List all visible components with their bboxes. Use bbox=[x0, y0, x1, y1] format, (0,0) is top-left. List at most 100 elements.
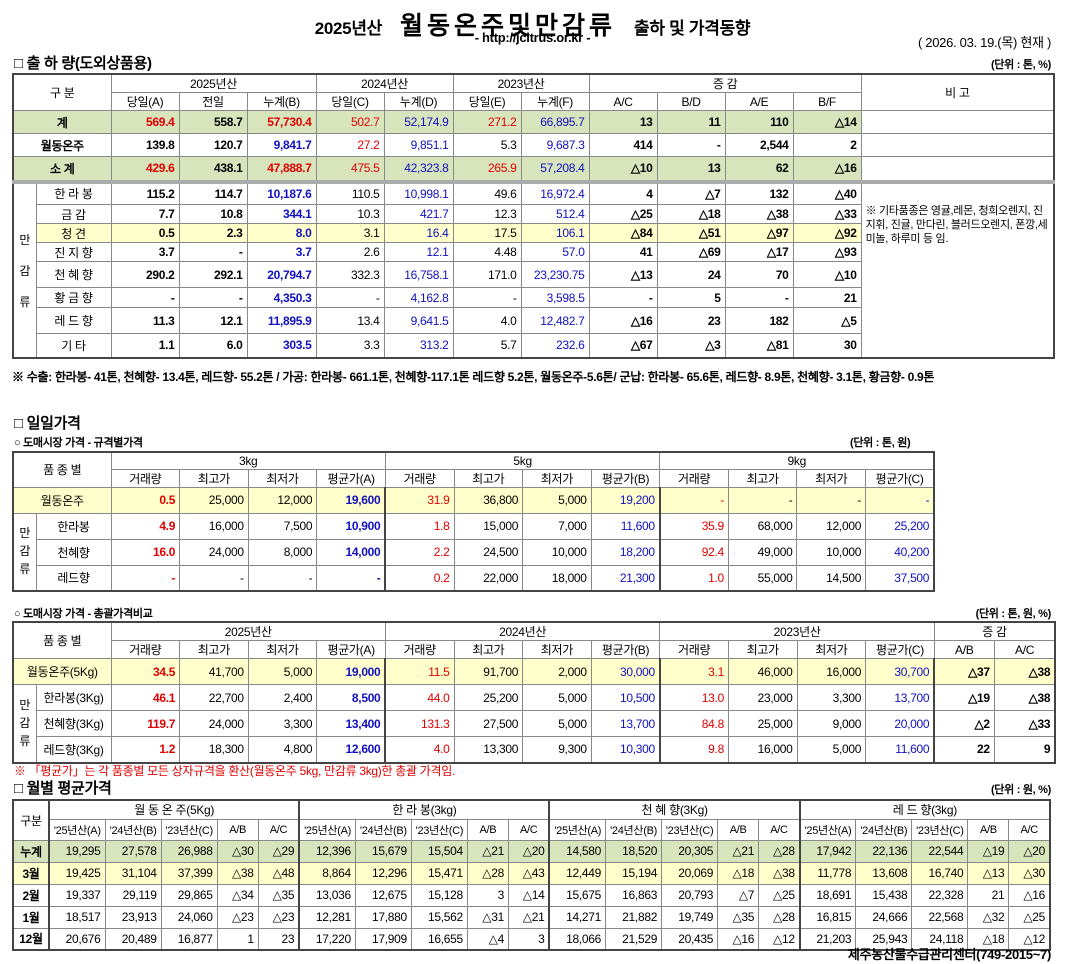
table-cell: △14 bbox=[507, 883, 550, 907]
page-title: 2025년산 월동온주및만감류 출하 및 가격동향 bbox=[0, 6, 1065, 42]
table-cell: 24,666 bbox=[855, 905, 913, 929]
table-cell: 11.5 bbox=[384, 658, 455, 685]
table-cell: △16 bbox=[792, 156, 862, 182]
title-main: 월동온주및만감류 bbox=[400, 12, 617, 40]
site-url[interactable]: - http://jcitrus.or.kr - bbox=[474, 30, 591, 45]
table-cell: 569.4 bbox=[110, 110, 180, 134]
header-col: 최저가 bbox=[796, 640, 867, 659]
header-col: 최고가 bbox=[179, 640, 249, 659]
header-group: 한 라 봉(3kg) bbox=[298, 799, 550, 820]
table-cell: △20 bbox=[1008, 839, 1051, 863]
header-col: '23년산(C) bbox=[410, 818, 468, 841]
table-cell: 27,578 bbox=[104, 839, 162, 863]
table-cell bbox=[860, 133, 1055, 157]
table-cell: 10.8 bbox=[178, 204, 248, 224]
table-cell: 21,203 bbox=[798, 927, 857, 951]
table-cell: 16,972.4 bbox=[520, 181, 590, 205]
header-col: 최저가 bbox=[796, 468, 867, 488]
header-group: 레 드 향(3kg) bbox=[798, 799, 1051, 820]
table-cell: 12.3 bbox=[452, 204, 522, 224]
table-cell: 5,000 bbox=[522, 710, 592, 737]
table-cell: - bbox=[315, 287, 385, 308]
table-cell: 25,943 bbox=[855, 927, 913, 951]
header-col: 거래량 bbox=[659, 468, 729, 488]
header-col: '25년산(A) bbox=[548, 818, 607, 841]
header-col: 평균가(B) bbox=[590, 468, 661, 488]
table-cell: 12,000 bbox=[247, 486, 318, 514]
table-cell: 132 bbox=[724, 181, 794, 205]
table-cell: 17,880 bbox=[354, 905, 412, 929]
row-label: 한 라 봉 bbox=[35, 181, 112, 205]
table-cell: 24,000 bbox=[179, 538, 249, 566]
table-cell: 12.1 bbox=[178, 307, 248, 334]
table-cell: 344.1 bbox=[246, 204, 317, 224]
header-col: '24년산(B) bbox=[354, 818, 412, 841]
table-cell: 9,300 bbox=[522, 736, 592, 763]
header-bigo: 비 고 bbox=[860, 73, 1055, 111]
table-cell: 120.7 bbox=[178, 133, 248, 157]
table-cell: △10 bbox=[588, 156, 658, 182]
header-col: B/F bbox=[792, 92, 862, 111]
table-cell: 16,815 bbox=[798, 905, 857, 929]
title-tail: 출하 및 가격동향 bbox=[634, 19, 751, 38]
table-cell: 35.9 bbox=[658, 512, 729, 540]
table-cell: △18 bbox=[717, 861, 760, 885]
table-cell: 41 bbox=[588, 242, 658, 262]
compare-note: ※ 「평균가」는 각 품종별 모든 상자규격을 환산(월동온주 5kg, 만감류… bbox=[14, 764, 456, 778]
table-cell: 3,300 bbox=[247, 710, 318, 737]
table-cell: △19 bbox=[967, 839, 1010, 863]
table-cell: - bbox=[724, 287, 794, 308]
header-col: 거래량 bbox=[384, 468, 455, 488]
table-cell: 232.6 bbox=[520, 333, 590, 358]
row-label: 청 견 bbox=[35, 223, 112, 243]
table-cell: 37,500 bbox=[865, 564, 935, 592]
header-col: '24년산(B) bbox=[605, 818, 663, 841]
table-cell: 20,000 bbox=[865, 710, 935, 737]
header-gubun: 구분 bbox=[12, 799, 50, 841]
table-cell: 21,300 bbox=[590, 564, 661, 592]
table-cell: 22,136 bbox=[855, 839, 913, 863]
table-cell: - bbox=[110, 564, 181, 592]
row-label: 천 혜 향 bbox=[35, 261, 112, 288]
header-col: '25년산(A) bbox=[48, 818, 106, 841]
table-cell: △92 bbox=[792, 223, 862, 243]
header-col: 누계(F) bbox=[520, 92, 590, 111]
table-cell: 4,800 bbox=[247, 736, 318, 763]
table-cell: 29,865 bbox=[160, 883, 218, 907]
table-cell: 290.2 bbox=[110, 261, 180, 288]
table-cell: 49.6 bbox=[452, 181, 522, 205]
row-label: 계 bbox=[12, 110, 112, 134]
table-cell: 1.8 bbox=[384, 512, 455, 540]
table-cell: △21 bbox=[466, 839, 509, 863]
daily-unit: (단위 : 톤, 원) bbox=[850, 437, 911, 449]
table-cell: 37,399 bbox=[160, 861, 218, 885]
table-cell: 18,200 bbox=[590, 538, 661, 566]
header-group: 2024년산 bbox=[315, 73, 454, 93]
row-label: 레드향(3Kg) bbox=[35, 736, 112, 763]
header-col: 전일 bbox=[178, 92, 248, 111]
table-cell: 9,851.1 bbox=[383, 133, 454, 157]
table-cell: 23 bbox=[257, 927, 300, 951]
table-cell: 429.6 bbox=[110, 156, 180, 182]
header-group: 2023년산 bbox=[452, 73, 590, 93]
table-row: 품 종 별 3kg 5kg 9kg bbox=[12, 451, 935, 488]
header-col: '25년산(A) bbox=[298, 818, 356, 841]
table-cell: 57,730.4 bbox=[246, 110, 317, 134]
table-cell: △33 bbox=[993, 710, 1056, 737]
table-cell: 11,895.9 bbox=[246, 307, 317, 334]
shipment-footnote: ※ 수출: 한라봉- 41톤, 천혜향- 13.4톤, 레드향- 55.2톤 /… bbox=[12, 370, 935, 384]
table-cell: 2.2 bbox=[384, 538, 455, 566]
table-cell: 22,544 bbox=[911, 839, 969, 863]
header-col: 평균가(A) bbox=[316, 468, 386, 488]
compare-subtitle: ○ 도매시장 가격 - 총괄가격비교 bbox=[14, 608, 153, 620]
row-label: 레 드 향 bbox=[35, 307, 112, 334]
table-cell: 5.7 bbox=[452, 333, 522, 358]
table-cell: 20,305 bbox=[661, 839, 719, 863]
table-cell: 15,438 bbox=[855, 883, 913, 907]
table-row: 월동온주(5Kg) 34.5 41,700 5,000 19,000 11.5 91,700… bbox=[12, 658, 1056, 685]
table-cell: △16 bbox=[717, 927, 760, 951]
table-cell bbox=[860, 110, 1055, 134]
header-col: B/D bbox=[656, 92, 726, 111]
table-cell: 10,300 bbox=[590, 736, 661, 763]
